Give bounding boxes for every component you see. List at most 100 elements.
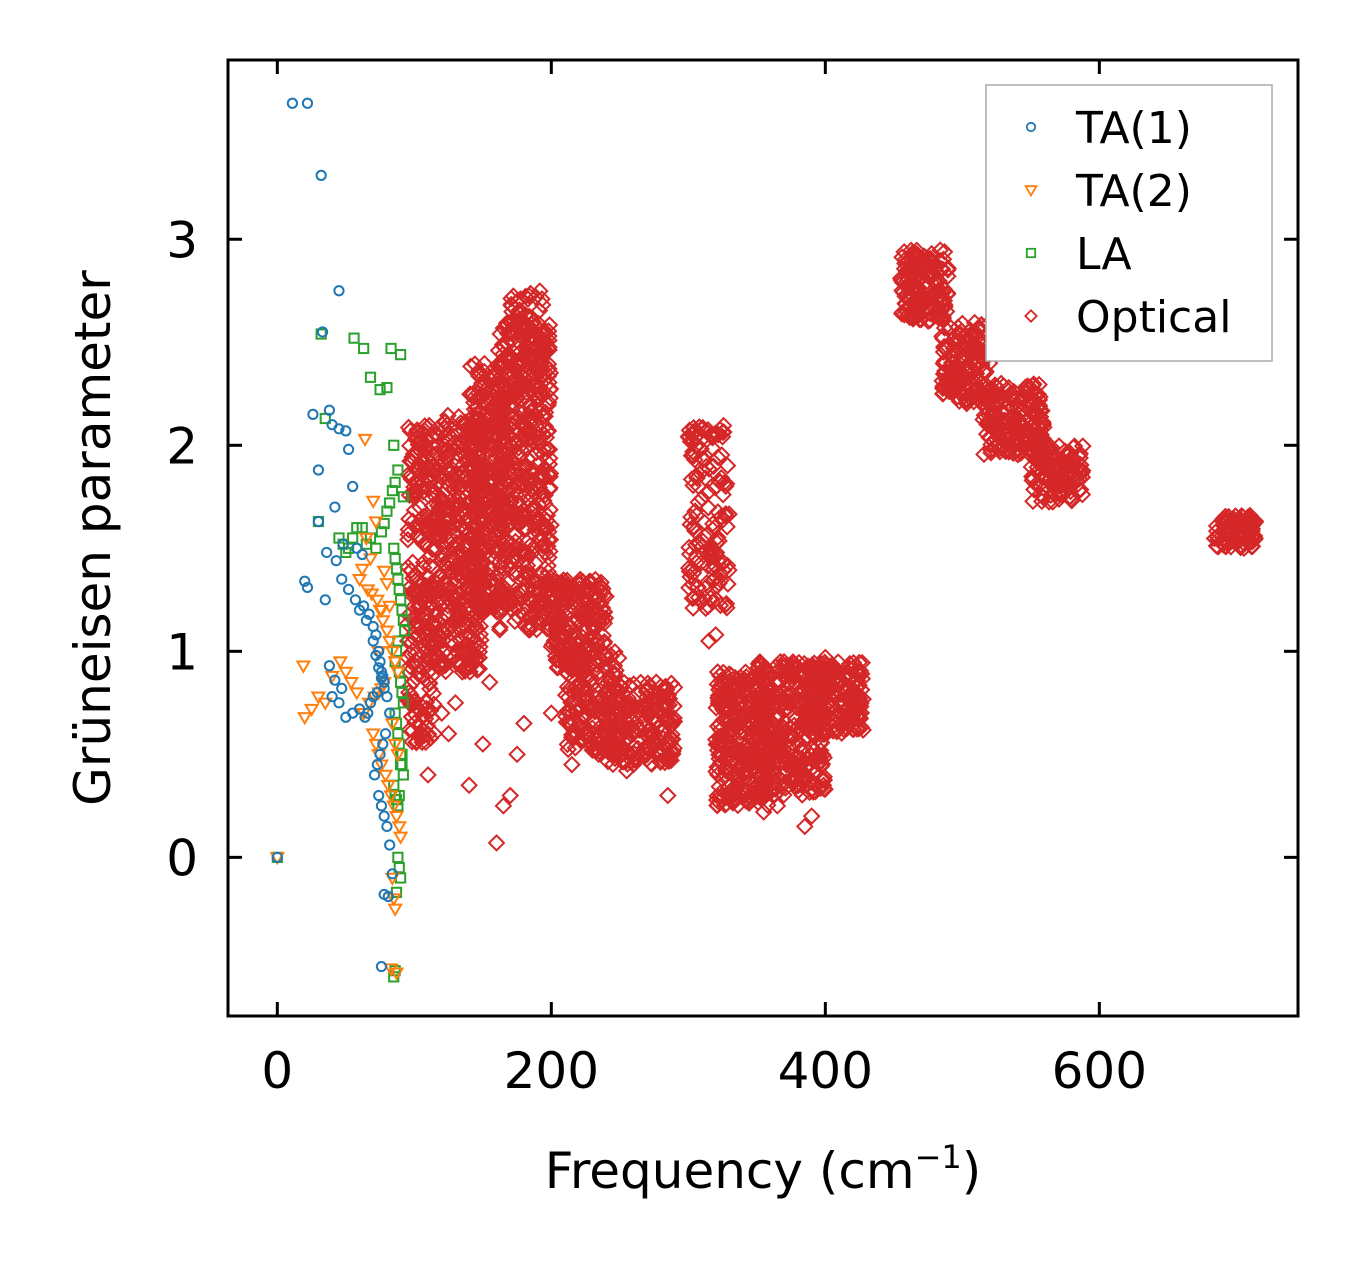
data-point: [364, 697, 377, 709]
optical-point: [431, 505, 450, 523]
optical-point: [830, 703, 849, 721]
optical-point: [525, 363, 543, 382]
optical-point: [1040, 450, 1058, 469]
data-point: [321, 546, 333, 559]
data-point: [370, 629, 382, 641]
optical-point: [682, 508, 700, 527]
data-point: [395, 349, 407, 361]
optical-point: [590, 587, 608, 606]
optical-point: [524, 603, 542, 622]
optical-point: [770, 671, 789, 690]
optical-point: [504, 564, 522, 583]
optical-point: [958, 342, 977, 361]
optical-point: [547, 572, 566, 591]
optical-point: [729, 715, 748, 734]
data-point: [379, 728, 392, 740]
data-point: [336, 573, 348, 585]
optical-point: [506, 612, 524, 631]
optical-point: [657, 707, 675, 726]
data-point: [324, 670, 340, 684]
data-point: [395, 676, 407, 688]
data-point: [389, 707, 401, 719]
optical-point: [1005, 382, 1023, 401]
data-point: [373, 604, 390, 619]
optical-point: [626, 752, 645, 770]
optical-point: [832, 724, 851, 742]
x-tick-label: 200: [504, 1042, 599, 1100]
optical-point: [797, 692, 816, 711]
optical-point: [1073, 461, 1092, 480]
data-point: [332, 656, 349, 670]
optical-point: [434, 595, 453, 613]
data-point: [387, 903, 403, 917]
optical-point: [508, 435, 527, 453]
optical-point: [556, 686, 575, 704]
optical-point: [773, 657, 791, 676]
optical-point: [527, 359, 546, 378]
optical-point: [595, 603, 614, 621]
optical-point: [709, 692, 728, 710]
optical-point: [896, 254, 914, 273]
optical-point: [598, 714, 617, 732]
data-point: [380, 780, 397, 794]
data-point: [371, 759, 383, 771]
optical-point: [470, 642, 489, 661]
optical-point: [530, 390, 549, 408]
optical-point: [593, 608, 611, 626]
optical-point: [432, 654, 451, 673]
data-point: [312, 464, 325, 476]
optical-point: [508, 745, 526, 764]
data-point: [342, 443, 355, 456]
optical-point: [456, 627, 474, 645]
optical-point: [508, 352, 526, 371]
optical-point: [1071, 444, 1089, 463]
optical-point: [536, 407, 554, 426]
optical-point: [705, 570, 723, 589]
optical-point: [445, 549, 464, 568]
optical-point: [517, 315, 535, 334]
optical-point: [438, 552, 457, 571]
optical-point: [448, 571, 467, 590]
optical-point: [402, 561, 421, 580]
optical-point: [620, 676, 639, 695]
optical-point: [651, 752, 670, 770]
optical-point: [532, 594, 551, 612]
optical-point: [475, 456, 494, 475]
optical-point: [449, 607, 468, 626]
optical-point: [706, 424, 724, 443]
data-point: [374, 384, 386, 396]
data-point: [381, 691, 393, 703]
optical-point: [596, 647, 615, 666]
optical-point: [496, 442, 515, 461]
optical-point: [469, 500, 488, 519]
optical-point: [611, 712, 630, 731]
data-point: [387, 656, 403, 670]
optical-point: [460, 628, 479, 646]
optical-point: [700, 632, 718, 650]
data-point: [360, 538, 372, 550]
legend-entry-ta2: TA(2): [1075, 166, 1192, 217]
optical-point: [523, 509, 542, 528]
optical-point: [414, 483, 432, 501]
optical-point: [519, 338, 538, 357]
optical-point: [1000, 423, 1019, 441]
optical-point: [590, 576, 608, 595]
optical-point: [563, 704, 582, 722]
optical-point: [1009, 434, 1028, 452]
optical-point: [607, 682, 625, 701]
optical-point: [771, 741, 790, 760]
optical-point: [471, 617, 490, 636]
data-point: [385, 342, 397, 355]
data-point: [333, 697, 345, 709]
optical-point: [583, 675, 602, 694]
optical-point: [827, 722, 846, 741]
optical-point: [479, 368, 498, 387]
data-point: [392, 831, 409, 845]
optical-point: [686, 535, 705, 554]
optical-point: [473, 735, 492, 753]
optical-point: [680, 538, 698, 557]
optical-point: [508, 473, 527, 492]
optical-point: [958, 390, 976, 409]
data-point: [359, 711, 371, 723]
optical-point: [516, 409, 534, 428]
